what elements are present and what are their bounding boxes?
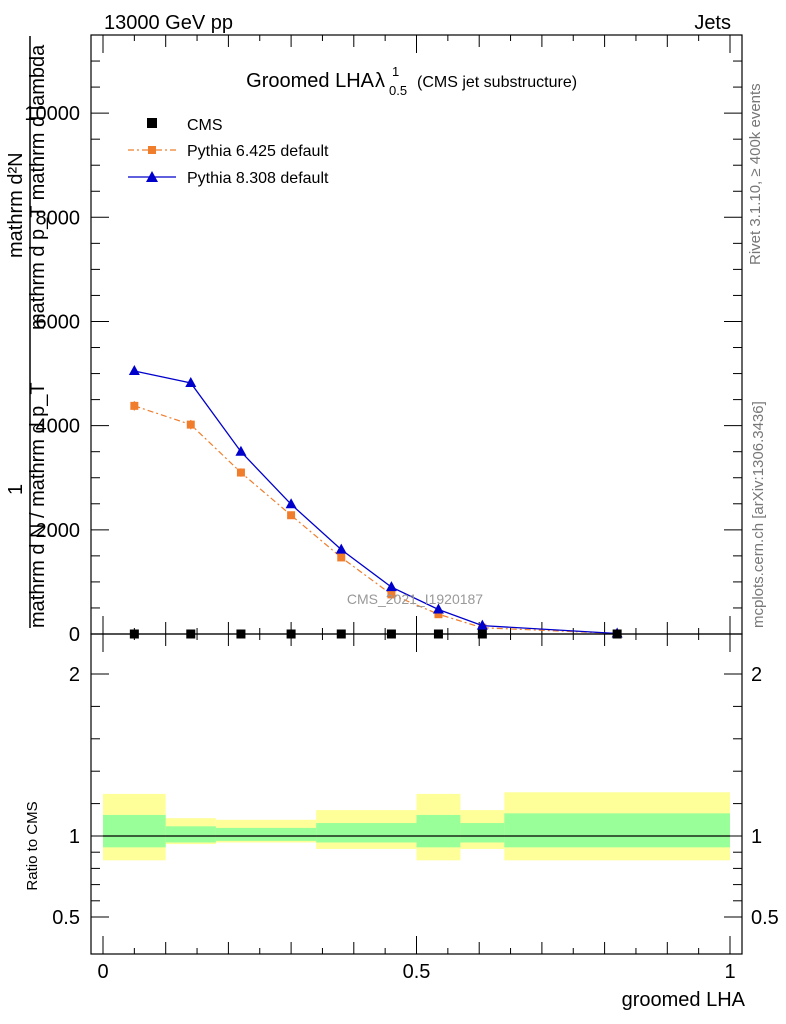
rivet-label: Rivet 3.1.10, ≥ 400k events [747, 83, 764, 265]
ratio-tick-label-right: 1 [751, 826, 762, 848]
y-tick-label: 4000 [36, 416, 81, 438]
main-y-axis-title: mathrm d²N mathrm d p_T mathrm d lambda … [5, 36, 49, 628]
legend-marker-pythia8 [146, 171, 158, 182]
energy-label: 13000 GeV pp [104, 12, 233, 34]
y-tick-label: 2000 [36, 520, 81, 542]
point-pythia8 [335, 543, 347, 554]
process-label: Jets [694, 12, 731, 34]
ratio-band-green-3 [316, 823, 417, 843]
point-pythia6 [434, 610, 443, 619]
y-tick-label: 8000 [36, 207, 81, 229]
point-pythia6 [387, 590, 396, 599]
ratio-tick-label-left: 0.5 [52, 907, 80, 929]
point-pythia6 [337, 553, 346, 562]
ratio-band-green-4 [416, 814, 461, 848]
legend-label-pythia8: Pythia 8.308 default [187, 170, 329, 187]
ratio-band-green-0 [103, 814, 166, 848]
x-axis-title: groomed LHA [622, 989, 746, 1011]
legend-marker-pythia6 [148, 146, 156, 154]
title-superscript: 1 [392, 64, 399, 79]
point-pythia6 [186, 420, 195, 429]
point-pythia8 [385, 581, 397, 592]
point-pythia8 [235, 445, 247, 456]
ratio-bands [103, 792, 730, 861]
y-title-one: 1 [5, 484, 27, 495]
title-lambda: λ [375, 70, 385, 92]
legend-label-cms: CMS [187, 117, 223, 134]
y-title-denominator: mathrm d p_T mathrm d lambda [27, 44, 49, 330]
plot-title: Groomed LHA λ 1 0.5 (CMS jet substructur… [246, 64, 577, 98]
y-tick-label: 10000 [24, 103, 80, 125]
y-tick-label: 0 [69, 624, 80, 646]
x-tick-label: 0.5 [403, 961, 431, 983]
point-pythia6 [287, 511, 296, 520]
ratio-band-green-5 [460, 823, 505, 843]
ratio-tick-label-right: 0.5 [751, 907, 779, 929]
ratio-band-green-1 [165, 826, 216, 843]
legend: CMS Pythia 6.425 default Pythia 8.308 de… [128, 117, 329, 187]
ratio-y-axis-title: Ratio to CMS [24, 801, 41, 890]
legend-label-pythia6: Pythia 6.425 default [187, 143, 329, 160]
point-pythia8 [432, 603, 444, 614]
main-panel-axes: 0 2000 4000 6000 8000 10000 [24, 34, 743, 646]
title-subscript: 0.5 [389, 83, 407, 98]
ratio-band-green-6 [504, 813, 730, 848]
y-tick-label: 6000 [36, 311, 81, 333]
x-tick-label: 0 [97, 961, 108, 983]
point-pythia8 [128, 364, 140, 375]
ratio-band-green-2 [215, 827, 317, 841]
ratio-tick-label-left: 2 [69, 664, 80, 686]
title-note: (CMS jet substructure) [417, 74, 577, 91]
title-main: Groomed LHA [246, 70, 374, 92]
y-title-numerator: mathrm d²N [5, 152, 27, 258]
point-pythia6 [130, 401, 139, 410]
ratio-panel-axes: 0 0.5 1 0.5 0.5 1 1 2 2 [52, 633, 779, 983]
analysis-watermark: CMS_2021_I1920187 [347, 591, 483, 607]
point-pythia8 [476, 619, 488, 630]
ratio-tick-label-right: 2 [751, 664, 762, 686]
ratio-tick-label-left: 1 [69, 826, 80, 848]
mcplots-label: mcplots.cern.ch [arXiv:1306.3436] [750, 401, 767, 628]
point-pythia8 [285, 498, 297, 509]
x-tick-label: 1 [724, 961, 735, 983]
legend-marker-cms [147, 118, 157, 128]
point-pythia6 [236, 468, 245, 477]
y-title-dn-dpt: mathrm d N / mathrm d p_T [27, 382, 49, 628]
point-pythia8 [185, 376, 197, 387]
